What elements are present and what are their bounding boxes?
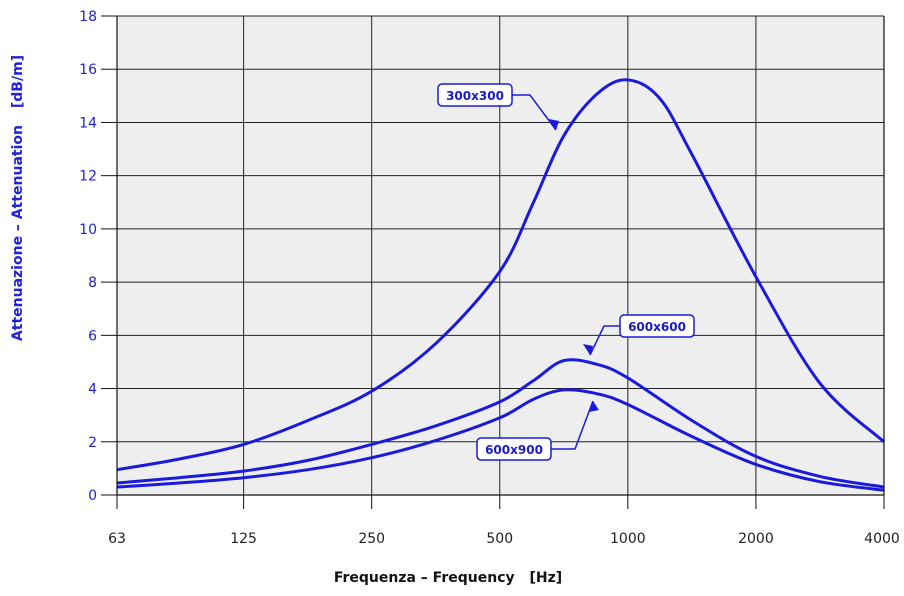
- y-tick-label: 0: [88, 488, 97, 504]
- y-tick-label: 4: [88, 382, 97, 398]
- x-axis-title: Frequenza – Frequency [Hz]: [334, 570, 562, 586]
- y-tick-label: 18: [79, 9, 97, 25]
- series-labels: 300x300 600x600 600x900: [437, 83, 695, 461]
- callout-arrow: [549, 119, 559, 130]
- x-tick-label: 125: [230, 531, 257, 547]
- x-tick-label: 250: [358, 531, 385, 547]
- y-tick-label: 12: [79, 169, 97, 185]
- callout-arrow: [589, 401, 599, 412]
- x-tick-label: 63: [108, 531, 126, 547]
- y-tick-label: 14: [79, 115, 97, 131]
- series-label: 300x300: [446, 89, 504, 103]
- tick-labels: 0 2 4 6 8 10 12 14 16 18 63 125 250 500 1000 2000 4000: [79, 9, 900, 547]
- x-tick-label: 1000: [610, 531, 646, 547]
- y-axis-label: Attenuazione – Attenuation: [10, 125, 26, 341]
- series-label: 600x600: [628, 320, 686, 334]
- series-layer: [116, 78, 886, 492]
- x-axis-label: Frequenza – Frequency: [334, 570, 515, 586]
- y-tick-label: 10: [79, 222, 97, 238]
- series-label-box: [476, 437, 552, 461]
- series-label-box: [437, 83, 513, 107]
- x-tick-label: 500: [486, 531, 513, 547]
- series-label-box: [619, 314, 695, 338]
- callout-arrow: [583, 344, 593, 355]
- x-axis-unit: [Hz]: [530, 570, 563, 586]
- series-line-600x900: [116, 388, 885, 492]
- series-line-300x300: [116, 78, 886, 472]
- axes: [101, 15, 885, 509]
- x-tick-label: 4000: [864, 531, 900, 547]
- grid: [117, 15, 884, 495]
- y-tick-label: 16: [79, 62, 97, 78]
- series-label: 600x900: [485, 443, 543, 457]
- callout-leader: [512, 94, 557, 131]
- y-tick-label: 2: [88, 435, 97, 451]
- series-line-600x600: [116, 358, 885, 489]
- y-tick-label: 8: [88, 275, 97, 291]
- x-tick-label: 2000: [738, 531, 774, 547]
- callout-leader: [589, 325, 620, 356]
- y-tick-label: 6: [88, 328, 97, 344]
- y-axis-unit: [dB/m]: [10, 55, 26, 108]
- callout-leader: [551, 400, 594, 450]
- y-axis-title: Attenuazione – Attenuation [dB/m]: [10, 55, 26, 341]
